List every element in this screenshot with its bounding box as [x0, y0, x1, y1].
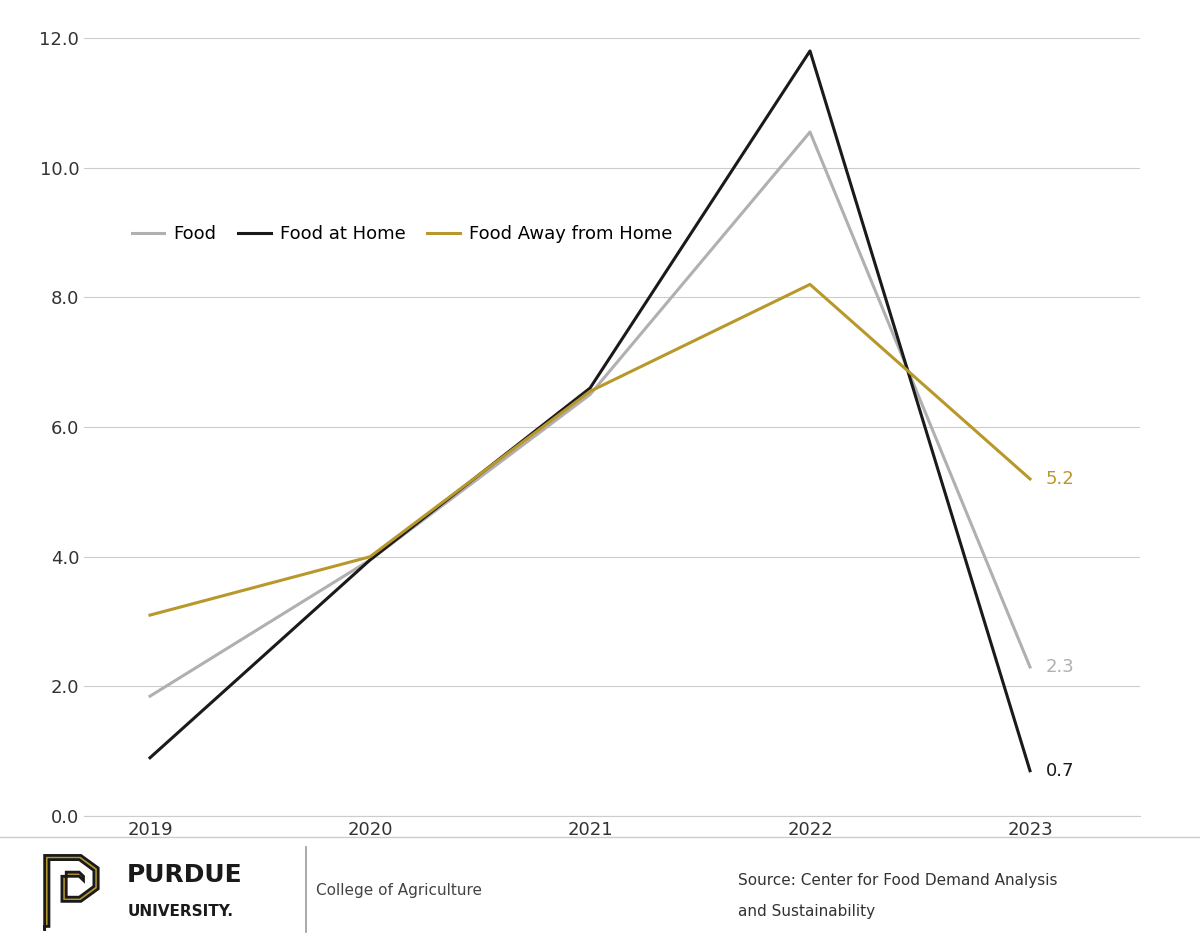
Text: PURDUE: PURDUE [127, 863, 242, 886]
Text: 0.7: 0.7 [1045, 762, 1074, 780]
Text: 5.2: 5.2 [1045, 470, 1074, 488]
Text: Source: Center for Food Demand Analysis: Source: Center for Food Demand Analysis [738, 873, 1057, 888]
Text: and Sustainability: and Sustainability [738, 903, 875, 919]
Text: 2.3: 2.3 [1045, 658, 1074, 676]
Legend: Food, Food at Home, Food Away from Home: Food, Food at Home, Food Away from Home [125, 218, 679, 251]
Text: UNIVERSITY.: UNIVERSITY. [127, 903, 233, 919]
Text: College of Agriculture: College of Agriculture [316, 883, 481, 898]
Polygon shape [44, 855, 98, 931]
